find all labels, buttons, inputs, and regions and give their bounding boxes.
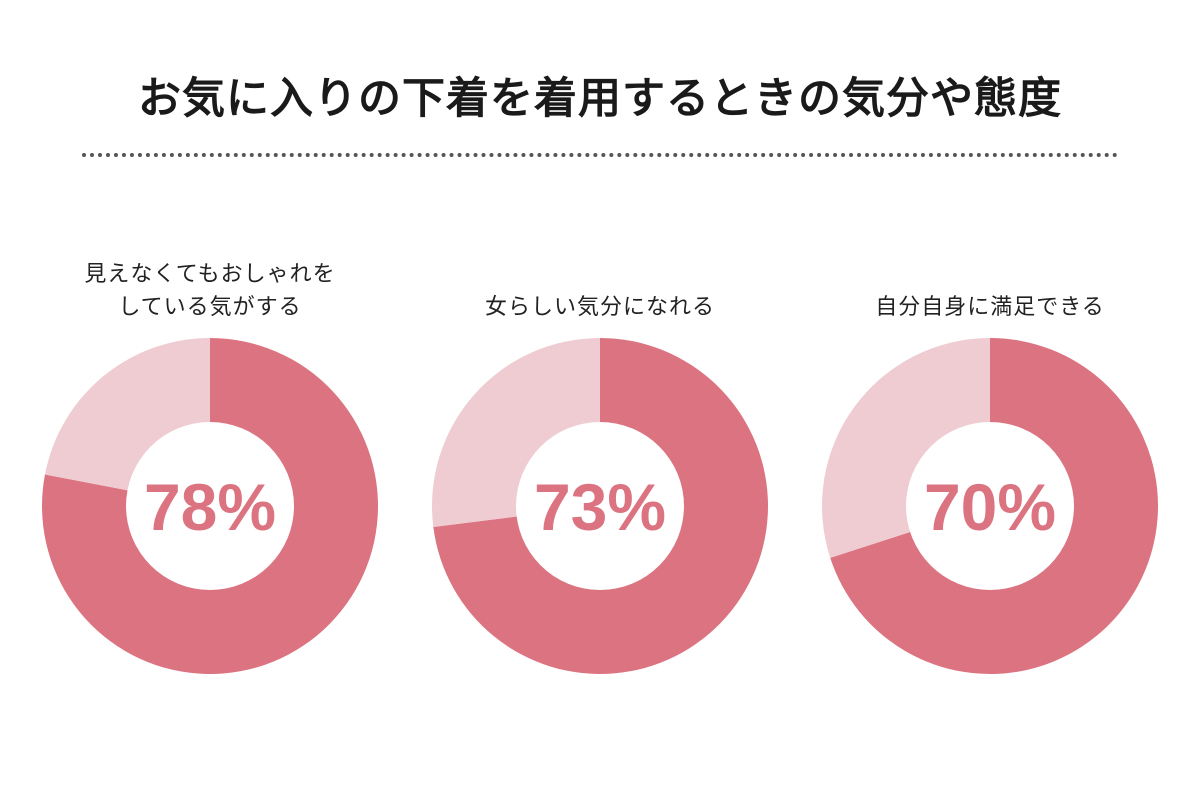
chart-label-line: 見えなくてもおしゃれを — [84, 262, 336, 287]
donut-svg: 78% — [42, 338, 378, 674]
donut-value-label: 70% — [924, 470, 1056, 544]
chart-label-line: している気がする — [118, 295, 302, 320]
donut-chart-3: 自分自身に満足できる 70% — [800, 240, 1180, 700]
donut-hole — [906, 422, 1074, 590]
donut-slice-value — [42, 338, 378, 674]
donut-chart-1: 見えなくてもおしゃれを している気がする 78% — [20, 240, 400, 700]
chart-label-line: 女らしい気分になれる — [484, 295, 715, 320]
dotted-divider — [82, 153, 1118, 157]
chart-label-line: 自分自身に満足できる — [875, 295, 1105, 320]
chart-label: 女らしい気分になれる — [410, 240, 790, 324]
donut-svg: 73% — [432, 338, 768, 674]
page-title: お気に入りの下着を着用するときの気分や態度 — [138, 74, 1062, 124]
chart-label: 自分自身に満足できる — [800, 240, 1180, 324]
donut-svg: 70% — [822, 338, 1158, 674]
donut-hole — [126, 422, 294, 590]
chart-label: 見えなくてもおしゃれを している気がする — [20, 240, 400, 324]
donut-value-label: 73% — [534, 470, 666, 544]
donut-hole — [516, 422, 684, 590]
donut-value-label: 78% — [144, 470, 276, 544]
donut-chart-2: 女らしい気分になれる 73% — [410, 240, 790, 700]
